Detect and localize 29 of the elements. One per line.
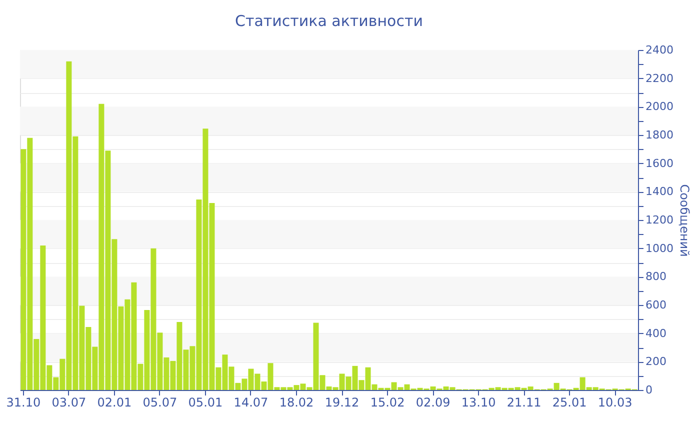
x-tick-label: 15.02 [370,396,405,410]
y-tick-label: 1400 [646,185,674,198]
y-tick-label: 2200 [646,72,674,85]
y-tick-label: 1600 [646,156,674,170]
x-tick-label: 02.09 [416,396,450,410]
x-tick-label: 21.11 [506,396,542,410]
x-tick-label: 18.02 [279,396,314,410]
y-tick-label: 200 [646,355,666,368]
y-tick-label: 1800 [646,128,674,142]
y-tick-label: 0 [646,384,652,396]
x-tick-label: 14.07 [234,396,268,410]
y-axis-title: Сообщений [677,184,692,257]
x-tick-label: 03.07 [52,396,86,410]
x-tick-label: 25.01 [552,396,587,410]
y-tick-label: 400 [646,326,666,340]
x-tick-label: 31.10 [6,396,41,410]
y-tick-label: 600 [646,298,666,312]
y-tick-label: 1000 [646,242,674,255]
y-tick-label: 2400 [646,44,674,56]
y-tick-label: 2000 [646,100,674,114]
x-tick-label: 05.01 [188,396,223,410]
x-tick-label: 19.12 [324,396,360,410]
y-tick-label: 1200 [646,214,674,226]
x-tick-label: 13.10 [461,396,496,410]
x-tick-label: 02.01 [97,396,132,410]
x-tick-label: 05.07 [142,396,178,410]
x-tick-label: 10.03 [598,396,632,410]
chart-title: Статистика активности [235,12,423,30]
y-tick-label: 800 [646,270,666,284]
